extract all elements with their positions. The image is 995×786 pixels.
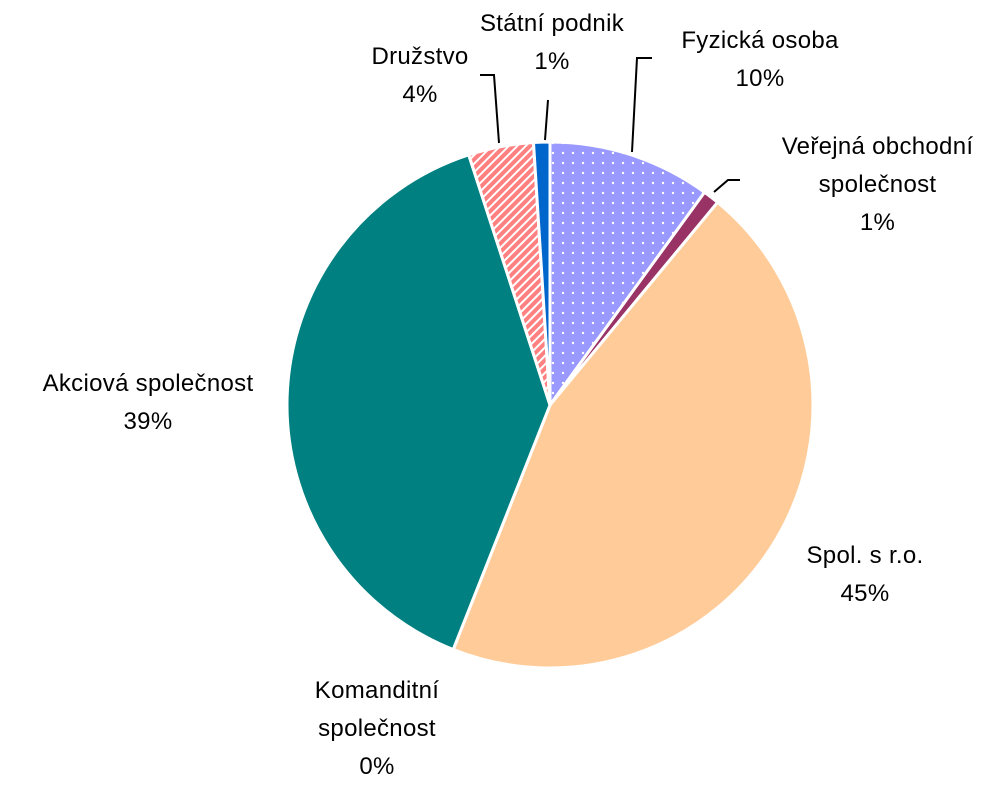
pie-slice [548,140,707,410]
category-label: Fyzická osoba [681,27,839,54]
leader-line [480,74,500,144]
value-label: 10% [735,65,785,92]
category-label: Komanditní společnost [314,677,440,742]
leader-line [713,179,740,193]
leader-line [631,57,652,153]
value-label: 0% [359,753,395,780]
pie-slice [451,200,815,670]
slice-label: Státní podnik 1% [452,5,652,81]
slice-label: Veřejná obchodní společnost 1% [735,128,995,242]
value-label: 39% [123,408,173,435]
slice-label: Fyzická osoba 10% [645,22,875,98]
slice-label: Komanditní společnost 0% [267,672,487,786]
leader-line [544,99,549,141]
category-label: Veřejná obchodní společnost [781,133,974,198]
value-label: 1% [859,209,896,236]
category-label: Státní podnik [480,10,624,37]
value-label: 4% [402,81,438,108]
category-label: Akciová společnost [42,370,254,397]
pie-slice [531,140,552,406]
category-label: Družstvo [371,43,469,70]
slices [285,140,815,670]
category-label: Spol. s r.o. [806,542,924,569]
slice-label: Spol. s r.o. 45% [765,537,965,613]
pie-slice [285,152,552,652]
slice-label: Družstvo 4% [345,38,495,114]
value-label: 45% [840,580,890,607]
slice-label: Akciová společnost 39% [0,365,296,441]
value-label: 1% [534,48,570,75]
